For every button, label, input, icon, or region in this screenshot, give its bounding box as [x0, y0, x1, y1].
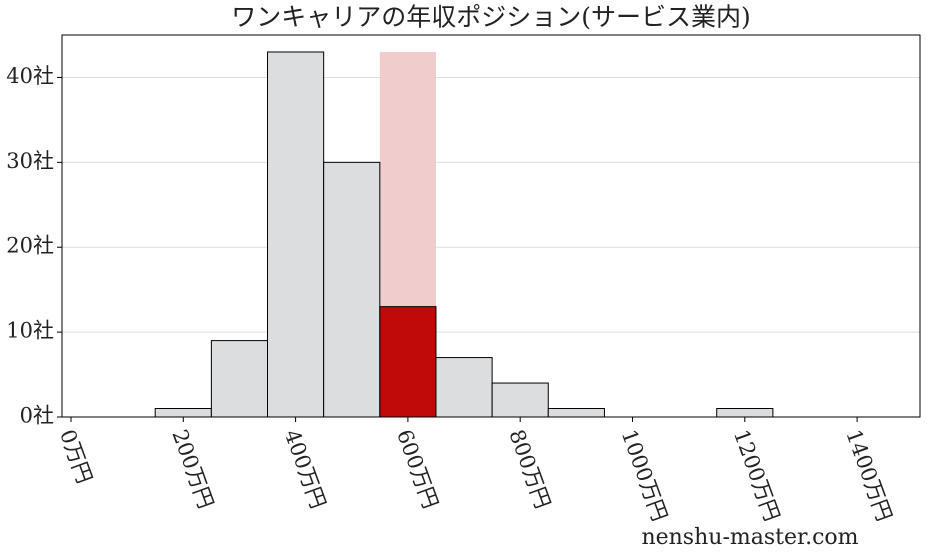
bar: [154, 408, 212, 418]
x-tick-label: 1000万円: [617, 426, 672, 524]
watermark: nenshu-master.com: [641, 525, 858, 550]
y-tick-label: 10社: [6, 319, 54, 343]
bar: [210, 340, 269, 418]
x-tick-label: 0万円: [55, 426, 96, 486]
bar: [435, 357, 493, 418]
y-tick-label: 30社: [6, 149, 54, 173]
y-tick-label: 0社: [20, 404, 54, 428]
x-tick-label: 400万円: [280, 426, 331, 511]
x-tick-label: 1400万円: [841, 426, 896, 524]
x-tick-label: 800万円: [504, 426, 555, 511]
y-tick-label: 40社: [6, 64, 54, 88]
x-tick-label: 200万円: [167, 426, 218, 511]
bar: [267, 51, 325, 418]
bar: [547, 408, 605, 418]
highlight-bar: [379, 306, 437, 418]
bar: [716, 408, 774, 418]
chart-title: ワンキャリアの年収ポジション(サービス業内): [231, 3, 751, 32]
y-tick-label: 20社: [6, 234, 54, 258]
x-tick-label: 600万円: [392, 426, 443, 511]
plot-frame: [61, 34, 921, 418]
bar: [491, 382, 549, 418]
x-tick-label: 1200万円: [729, 426, 784, 524]
bar: [323, 161, 381, 418]
